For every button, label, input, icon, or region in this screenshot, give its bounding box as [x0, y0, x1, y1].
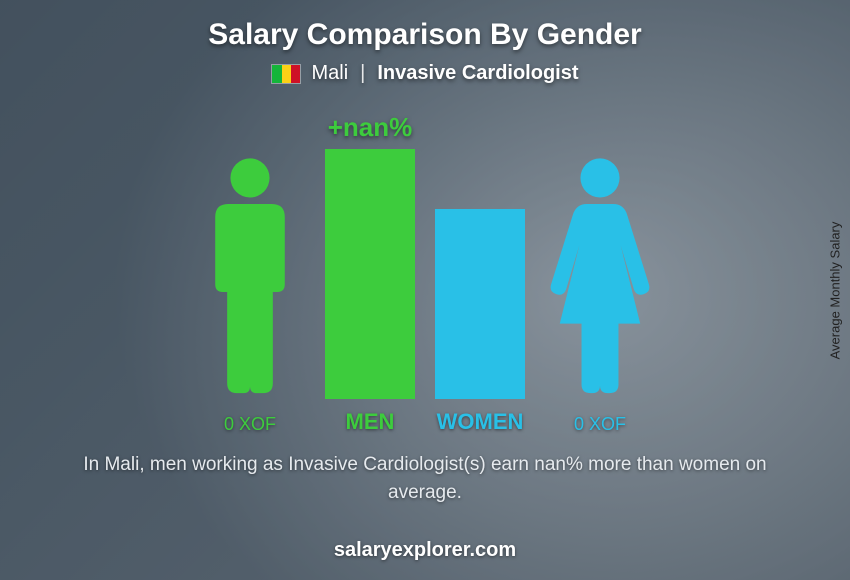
chart-area: 0 XOF +nan% MEN WOMEN 0 XOF: [145, 105, 705, 435]
flag-stripe-red: [291, 65, 300, 83]
country-label: Mali: [311, 62, 348, 85]
flag-stripe-yellow: [282, 65, 291, 83]
women-value-label: 0 XOF: [574, 414, 626, 435]
women-figure-col: 0 XOF: [545, 154, 655, 435]
male-icon: [195, 154, 305, 404]
women-bar: [435, 209, 525, 399]
female-icon: [545, 154, 655, 404]
content-wrapper: Salary Comparison By Gender Mali | Invas…: [0, 0, 850, 580]
men-bar-label: MEN: [346, 409, 395, 435]
women-bar-label: WOMEN: [437, 409, 524, 435]
subtitle-row: Mali | Invasive Cardiologist: [271, 62, 578, 85]
flag-stripe-green: [272, 65, 281, 83]
pct-label: +nan%: [328, 112, 413, 143]
men-value-label: 0 XOF: [224, 414, 276, 435]
mali-flag-icon: [271, 64, 301, 84]
separator: |: [360, 62, 365, 85]
side-axis-label: Average Monthly Salary: [828, 221, 843, 359]
side-axis-wrap: Average Monthly Salary: [820, 0, 850, 580]
women-bar-col: WOMEN: [435, 209, 525, 435]
page-title: Salary Comparison By Gender: [208, 18, 641, 52]
footer-source: salaryexplorer.com: [0, 539, 850, 562]
men-bar: [325, 149, 415, 399]
summary-text: In Mali, men working as Invasive Cardiol…: [55, 451, 795, 506]
job-title-label: Invasive Cardiologist: [377, 62, 578, 85]
men-bar-col: +nan% MEN: [325, 112, 415, 435]
men-figure-col: 0 XOF: [195, 154, 305, 435]
